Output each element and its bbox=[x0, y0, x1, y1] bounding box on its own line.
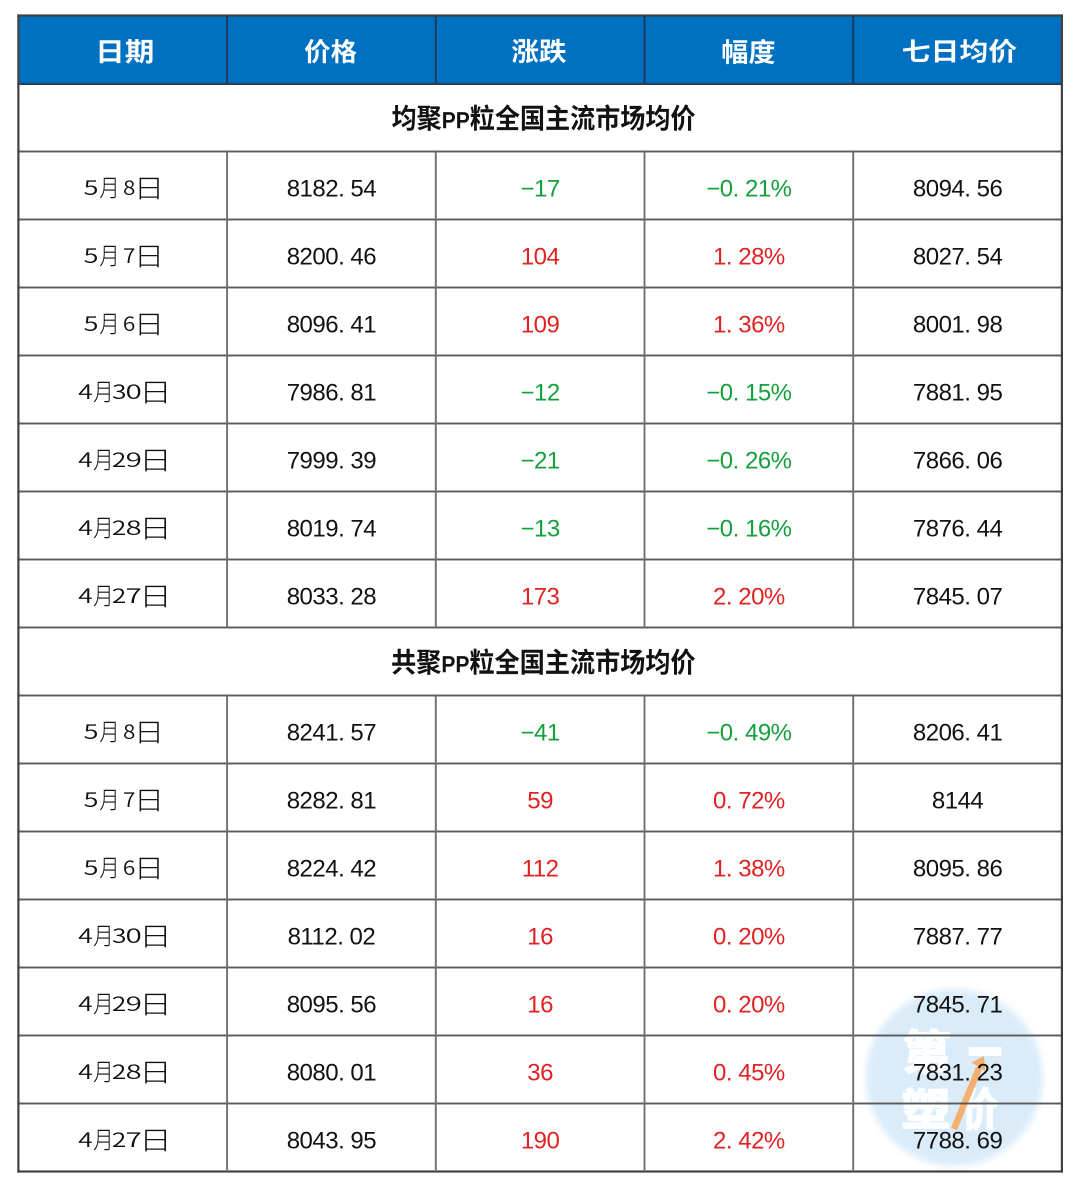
svg-text:7986. 81: 7986. 81 bbox=[287, 380, 377, 407]
svg-text:7887. 77: 7887. 77 bbox=[913, 924, 1003, 951]
svg-text:7845. 07: 7845. 07 bbox=[913, 584, 1003, 611]
svg-text:104: 104 bbox=[521, 244, 560, 271]
svg-text:−12: −12 bbox=[520, 380, 559, 407]
svg-text:8206. 41: 8206. 41 bbox=[913, 720, 1003, 747]
svg-text:2. 20%: 2. 20% bbox=[713, 584, 785, 611]
svg-text:−0. 16%: −0. 16% bbox=[706, 516, 791, 543]
svg-text:8241. 57: 8241. 57 bbox=[287, 720, 377, 747]
svg-text:−0. 26%: −0. 26% bbox=[706, 448, 791, 475]
svg-text:8182. 54: 8182. 54 bbox=[287, 176, 377, 203]
svg-text:8095. 56: 8095. 56 bbox=[287, 992, 377, 1019]
svg-text:−21: −21 bbox=[520, 448, 559, 475]
svg-text:8200. 46: 8200. 46 bbox=[287, 244, 377, 271]
svg-text:7866. 06: 7866. 06 bbox=[913, 448, 1003, 475]
svg-text:7876. 44: 7876. 44 bbox=[913, 516, 1003, 543]
svg-text:0. 20%: 0. 20% bbox=[713, 992, 785, 1019]
svg-text:7788. 69: 7788. 69 bbox=[913, 1128, 1003, 1155]
svg-text:16: 16 bbox=[527, 992, 553, 1019]
svg-text:7881. 95: 7881. 95 bbox=[913, 380, 1003, 407]
svg-text:8282. 81: 8282. 81 bbox=[287, 788, 377, 815]
svg-text:7831. 23: 7831. 23 bbox=[913, 1060, 1003, 1087]
svg-text:8095. 86: 8095. 86 bbox=[913, 856, 1003, 883]
svg-text:7999. 39: 7999. 39 bbox=[287, 448, 377, 475]
svg-text:−0. 49%: −0. 49% bbox=[706, 720, 791, 747]
svg-text:−0. 21%: −0. 21% bbox=[706, 176, 791, 203]
svg-text:7845. 71: 7845. 71 bbox=[913, 992, 1003, 1019]
svg-text:−0. 15%: −0. 15% bbox=[706, 380, 791, 407]
svg-text:0. 20%: 0. 20% bbox=[713, 924, 785, 951]
svg-text:8224. 42: 8224. 42 bbox=[287, 856, 377, 883]
svg-text:112: 112 bbox=[522, 856, 559, 883]
svg-text:8080. 01: 8080. 01 bbox=[287, 1060, 377, 1087]
svg-text:8027. 54: 8027. 54 bbox=[913, 244, 1003, 271]
svg-text:36: 36 bbox=[527, 1060, 553, 1087]
svg-text:1. 28%: 1. 28% bbox=[713, 244, 785, 271]
svg-text:0. 72%: 0. 72% bbox=[713, 788, 785, 815]
svg-text:0. 45%: 0. 45% bbox=[713, 1060, 785, 1087]
svg-text:59: 59 bbox=[527, 788, 553, 815]
svg-text:−13: −13 bbox=[520, 516, 559, 543]
svg-text:8096. 41: 8096. 41 bbox=[287, 312, 377, 339]
svg-text:8001. 98: 8001. 98 bbox=[913, 312, 1003, 339]
svg-text:8043. 95: 8043. 95 bbox=[287, 1128, 377, 1155]
svg-text:8144: 8144 bbox=[932, 788, 984, 815]
svg-text:1. 38%: 1. 38% bbox=[713, 856, 785, 883]
svg-text:8094. 56: 8094. 56 bbox=[913, 176, 1003, 203]
svg-text:−41: −41 bbox=[520, 720, 559, 747]
svg-text:8019. 74: 8019. 74 bbox=[287, 516, 377, 543]
svg-text:16: 16 bbox=[527, 924, 553, 951]
svg-text:−17: −17 bbox=[520, 176, 559, 203]
svg-text:173: 173 bbox=[521, 584, 560, 611]
svg-text:8033. 28: 8033. 28 bbox=[287, 584, 377, 611]
svg-text:1. 36%: 1. 36% bbox=[713, 312, 785, 339]
svg-text:190: 190 bbox=[521, 1128, 560, 1155]
svg-text:109: 109 bbox=[521, 312, 560, 339]
svg-text:2. 42%: 2. 42% bbox=[713, 1128, 785, 1155]
svg-text:8112. 02: 8112. 02 bbox=[288, 924, 376, 951]
